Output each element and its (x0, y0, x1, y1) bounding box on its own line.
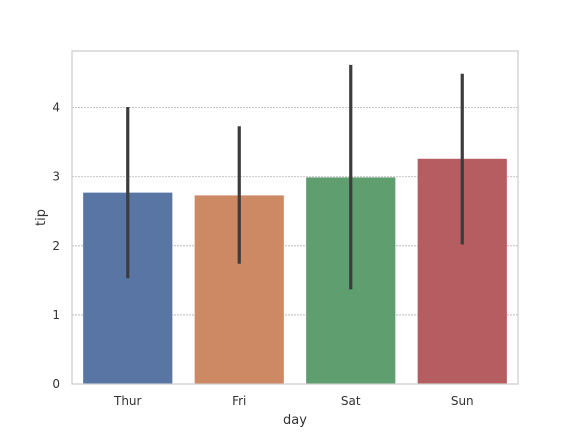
y-tick-label: 2 (52, 239, 60, 253)
y-tick-label: 0 (52, 377, 60, 391)
y-tick-label: 4 (52, 101, 60, 115)
x-axis-label: day (283, 413, 307, 428)
y-axis-label: tip (34, 209, 49, 226)
x-tick-label-thur: Thur (113, 394, 142, 408)
plot-frame (71, 50, 519, 385)
x-tick-labels: Thur Fri Sat Sun (113, 394, 474, 408)
x-tick-label-sun: Sun (451, 394, 474, 408)
grid-lines (72, 107, 518, 316)
x-tick-label-fri: Fri (232, 394, 246, 408)
bars (83, 158, 507, 384)
error-bars (126, 64, 464, 290)
x-tick-label-sat: Sat (341, 394, 361, 408)
y-tick-label: 3 (52, 170, 60, 184)
y-tick-labels: 0 1 2 3 4 (52, 101, 60, 391)
y-tick-label: 1 (52, 308, 60, 322)
